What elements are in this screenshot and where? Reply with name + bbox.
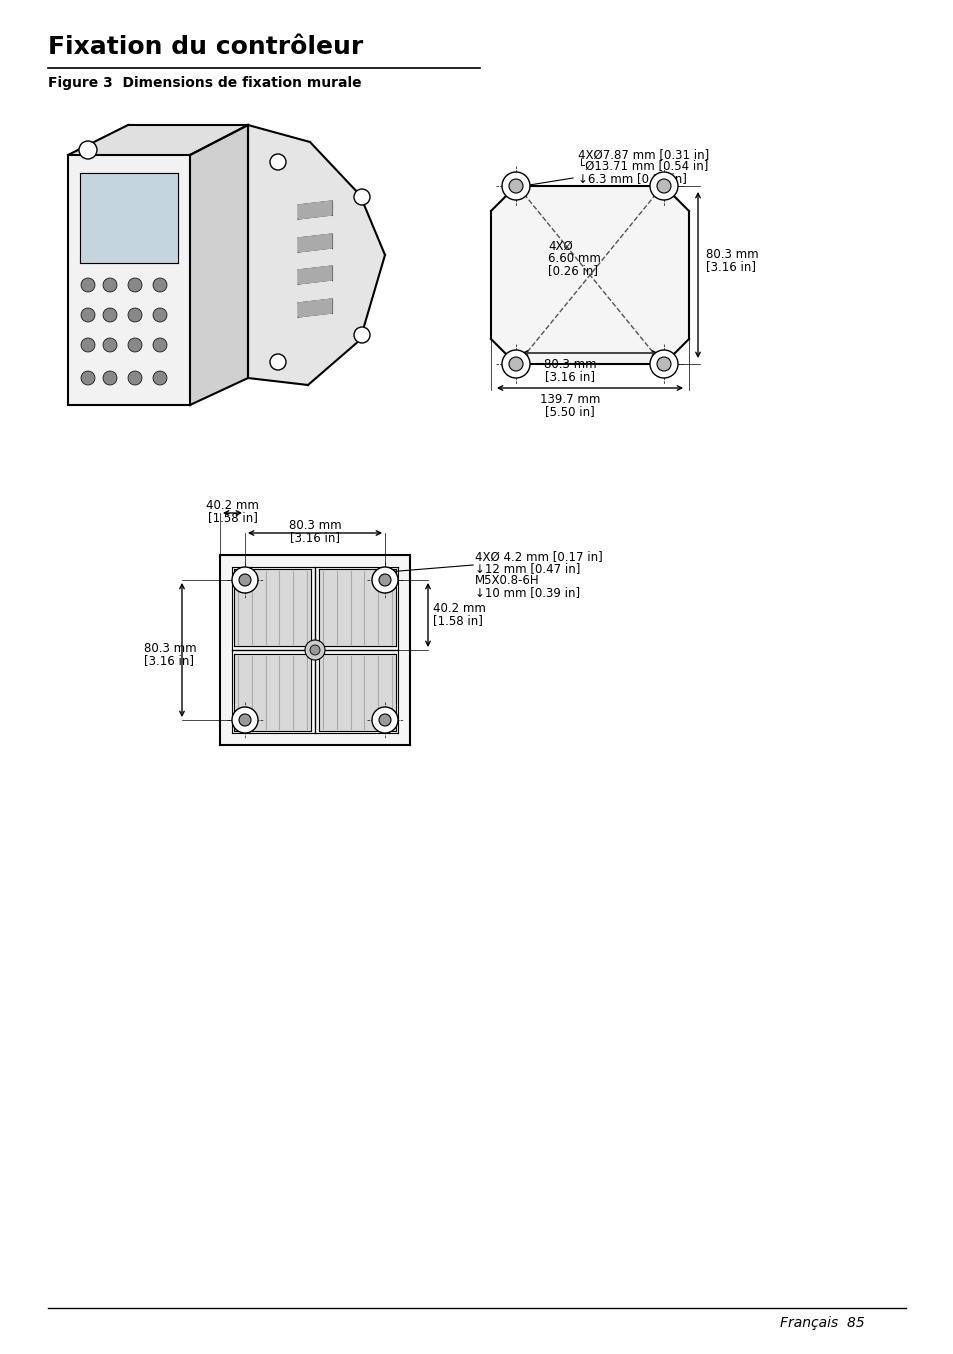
Text: ↓12 mm [0.47 in]: ↓12 mm [0.47 in]	[475, 562, 579, 575]
Text: 80.3 mm: 80.3 mm	[705, 248, 758, 261]
Text: [5.50 in]: [5.50 in]	[544, 405, 595, 418]
Text: 40.2 mm: 40.2 mm	[206, 500, 258, 512]
Text: M5X0.8-6H: M5X0.8-6H	[475, 574, 539, 588]
Circle shape	[152, 278, 167, 292]
Polygon shape	[318, 569, 395, 646]
Circle shape	[239, 714, 251, 726]
Circle shape	[128, 371, 142, 385]
Polygon shape	[491, 185, 688, 364]
Circle shape	[372, 707, 397, 733]
Text: [3.16 in]: [3.16 in]	[290, 531, 339, 544]
Text: 4XØ7.87 mm [0.31 in]: 4XØ7.87 mm [0.31 in]	[578, 148, 708, 161]
Circle shape	[305, 640, 325, 659]
Circle shape	[501, 349, 530, 378]
Text: ↓10 mm [0.39 in]: ↓10 mm [0.39 in]	[475, 586, 579, 598]
Circle shape	[372, 567, 397, 593]
Text: [0.26 in]: [0.26 in]	[547, 264, 598, 278]
Circle shape	[501, 172, 530, 200]
Circle shape	[128, 338, 142, 352]
Polygon shape	[68, 125, 248, 154]
Text: [1.58 in]: [1.58 in]	[433, 613, 482, 627]
Circle shape	[103, 307, 117, 322]
Polygon shape	[297, 200, 332, 219]
Polygon shape	[248, 125, 385, 385]
Circle shape	[649, 349, 678, 378]
Text: [3.16 in]: [3.16 in]	[144, 654, 193, 668]
Circle shape	[232, 707, 257, 733]
Text: [1.58 in]: [1.58 in]	[208, 510, 257, 524]
Text: 6.60 mm: 6.60 mm	[547, 252, 600, 265]
Polygon shape	[80, 173, 178, 263]
Polygon shape	[220, 555, 410, 745]
Circle shape	[270, 353, 286, 370]
Circle shape	[310, 645, 319, 655]
Circle shape	[103, 371, 117, 385]
Circle shape	[128, 307, 142, 322]
Circle shape	[128, 278, 142, 292]
Circle shape	[378, 714, 391, 726]
Text: 139.7 mm: 139.7 mm	[539, 393, 599, 406]
Circle shape	[270, 154, 286, 171]
Circle shape	[354, 190, 370, 204]
Text: ↓6.3 mm [0.25 in]: ↓6.3 mm [0.25 in]	[578, 172, 686, 185]
Circle shape	[103, 278, 117, 292]
Circle shape	[657, 179, 670, 194]
Polygon shape	[233, 569, 311, 646]
Circle shape	[378, 574, 391, 586]
Polygon shape	[297, 234, 332, 252]
Polygon shape	[318, 654, 395, 731]
Text: └Ø13.71 mm [0.54 in]: └Ø13.71 mm [0.54 in]	[578, 160, 708, 173]
Text: Français  85: Français 85	[780, 1316, 863, 1330]
Circle shape	[354, 328, 370, 343]
Text: Figure 3  Dimensions de fixation murale: Figure 3 Dimensions de fixation murale	[48, 76, 361, 89]
Text: 4XØ 4.2 mm [0.17 in]: 4XØ 4.2 mm [0.17 in]	[475, 550, 602, 563]
Text: [3.16 in]: [3.16 in]	[544, 370, 595, 383]
Text: 80.3 mm: 80.3 mm	[289, 519, 341, 532]
Circle shape	[81, 307, 95, 322]
Circle shape	[152, 338, 167, 352]
Text: [3.16 in]: [3.16 in]	[705, 260, 755, 274]
Circle shape	[81, 371, 95, 385]
Polygon shape	[190, 125, 248, 405]
Circle shape	[232, 567, 257, 593]
Circle shape	[239, 574, 251, 586]
Circle shape	[152, 307, 167, 322]
Text: Fixation du contrôleur: Fixation du contrôleur	[48, 35, 363, 60]
Circle shape	[103, 338, 117, 352]
Polygon shape	[297, 265, 332, 284]
Polygon shape	[297, 299, 332, 317]
Text: 80.3 mm: 80.3 mm	[543, 357, 596, 371]
Polygon shape	[68, 154, 190, 405]
Circle shape	[657, 357, 670, 371]
Circle shape	[509, 179, 522, 194]
Polygon shape	[233, 654, 311, 731]
Text: 80.3 mm: 80.3 mm	[144, 642, 196, 655]
Circle shape	[81, 278, 95, 292]
Circle shape	[81, 338, 95, 352]
Circle shape	[509, 357, 522, 371]
Text: 40.2 mm: 40.2 mm	[433, 603, 485, 615]
Circle shape	[79, 141, 97, 158]
Circle shape	[649, 172, 678, 200]
Circle shape	[152, 371, 167, 385]
Text: 4XØ: 4XØ	[547, 240, 572, 253]
